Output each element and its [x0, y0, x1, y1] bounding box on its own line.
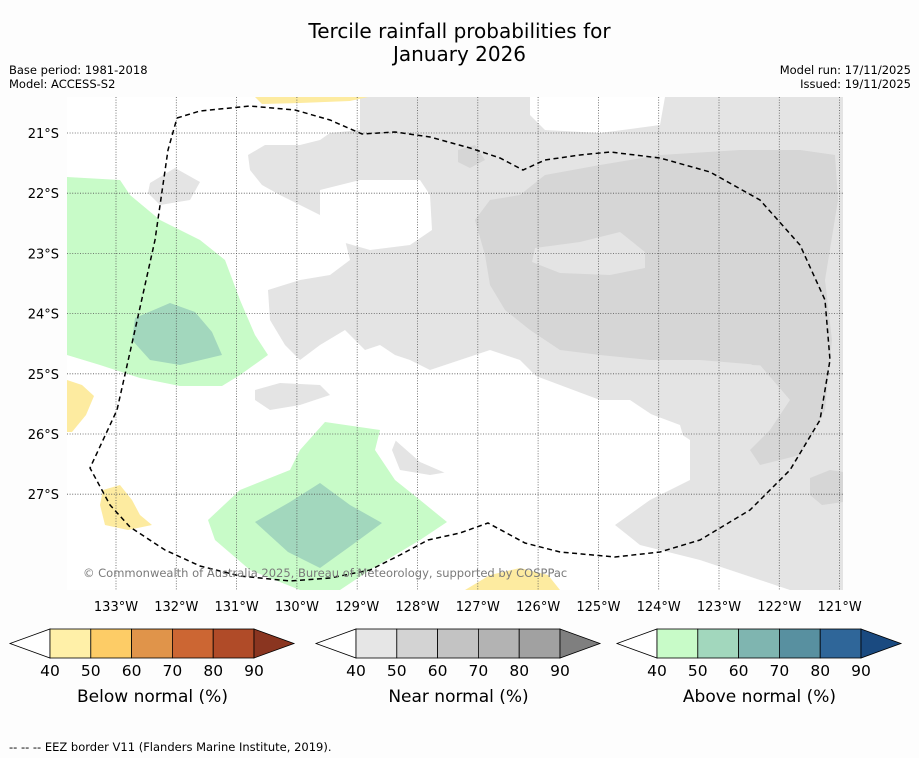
x-tick-label: 121°W: [818, 600, 862, 615]
colorbar-over-triangle: [860, 628, 903, 659]
colorbar-tick-label: 80: [203, 662, 223, 680]
colorbar-segment: [396, 628, 438, 659]
near-normal-40-inlay: [532, 232, 645, 275]
above-normal-40-region-west: [67, 177, 268, 386]
colorbar-below-normal: 40 50 60 70 80 90: [8, 628, 296, 680]
below-normal-40-patch-1: [255, 97, 368, 104]
colorbar-under-triangle: [314, 628, 357, 659]
colorbar-tick-label: 50: [81, 662, 101, 680]
y-tick-label: 24°S: [28, 308, 59, 323]
y-tick-label: 26°S: [28, 428, 59, 443]
x-tick-label: 129°W: [335, 600, 379, 615]
colorbar-tick-label: 40: [40, 662, 60, 680]
x-tick-label: 130°W: [275, 600, 319, 615]
near-normal-40-patch-2: [255, 383, 330, 410]
x-tick-label: 123°W: [697, 600, 741, 615]
below-normal-label: Below normal (%): [77, 687, 228, 707]
colorbar-segment: [738, 628, 780, 659]
colorbar-under-triangle: [615, 628, 658, 659]
colorbar-tick-label: 60: [122, 662, 142, 680]
colorbar-segment: [90, 628, 133, 659]
x-tick-label: 131°W: [215, 600, 259, 615]
colorbar-segment: [477, 628, 520, 659]
colorbar-tick-label: 70: [770, 662, 790, 680]
colorbar-segment: [697, 628, 739, 659]
colorbar-segment: [656, 628, 699, 659]
model-run: Model run: 17/11/2025: [779, 63, 911, 77]
gap-region-3: [385, 365, 690, 510]
below-normal-40-patch-4: [465, 568, 560, 590]
colorbar-tick-label: 40: [647, 662, 667, 680]
x-tick-label: 122°W: [757, 600, 801, 615]
colorbar-tick-label: 70: [469, 662, 489, 680]
x-axis-ticks: 133°W 132°W 131°W 130°W 129°W 128°W 127°W 126°W…: [94, 600, 862, 615]
below-normal-40-patch-3: [100, 485, 152, 530]
base-period: Base period: 1981-2018: [9, 63, 148, 77]
colorbar-segment: [437, 628, 479, 659]
y-tick-label: 27°S: [28, 488, 59, 503]
gap-region-1: [320, 180, 432, 250]
near-normal-50-patch-3: [745, 348, 788, 366]
colorbar-segment: [49, 628, 92, 659]
colorbar-tick-label: 60: [428, 662, 448, 680]
colorbar-tick-label: 90: [550, 662, 570, 680]
x-tick-label: 124°W: [637, 600, 681, 615]
y-tick-label: 21°S: [28, 127, 59, 142]
title-line-2: January 2026: [392, 42, 527, 66]
above-normal-50-region-south: [255, 483, 382, 568]
title-line-1: Tercile rainfall probabilities for: [308, 19, 611, 43]
x-tick-label: 125°W: [576, 600, 620, 615]
colorbar-tick-label: 70: [163, 662, 183, 680]
above-normal-50-region-west: [132, 303, 222, 365]
colorbar-segment: [355, 628, 398, 659]
near-normal-label: Near normal (%): [388, 687, 529, 707]
colorbar-tick-label: 90: [851, 662, 871, 680]
copyright-note: © Commonwealth of Australia 2025, Bureau…: [83, 566, 567, 580]
colorbar-tick-label: 50: [688, 662, 708, 680]
y-tick-label: 23°S: [28, 247, 59, 262]
model-name: Model: ACCESS-S2: [9, 77, 116, 91]
y-tick-label: 22°S: [28, 187, 59, 202]
above-normal-label: Above normal (%): [682, 687, 837, 707]
issued-date: Issued: 19/11/2025: [800, 77, 911, 91]
colorbar-segment: [819, 628, 862, 659]
y-axis-ticks: 21°S 22°S 23°S 24°S 25°S 26°S 27°S: [28, 127, 59, 503]
colorbar-segment: [131, 628, 173, 659]
near-normal-40-patch-4: [148, 168, 200, 205]
chart-title: Tercile rainfall probabilities for Janua…: [0, 20, 919, 66]
colorbar-over-triangle: [559, 628, 602, 659]
footer-note: -- -- -- EEZ border V11 (Flanders Marine…: [9, 740, 332, 754]
eez-border: [89, 105, 831, 582]
colorbar-tick-label: 80: [509, 662, 529, 680]
x-tick-label: 127°W: [456, 600, 500, 615]
colorbar-tick-label: 40: [346, 662, 366, 680]
colorbar-segment: [212, 628, 255, 659]
below-normal-40-patch-2: [67, 380, 94, 432]
colorbar-segment: [518, 628, 561, 659]
colorbar-tick-label: 60: [729, 662, 749, 680]
near-normal-50-patch-2: [810, 470, 843, 505]
y-tick-label: 25°S: [28, 368, 59, 383]
colorbar-segment: [171, 628, 214, 659]
gap-region-2: [530, 97, 665, 133]
gridlines: [67, 97, 843, 590]
map-area: © Commonwealth of Australia 2025, Bureau…: [67, 97, 843, 590]
colorbar-tick-label: 80: [810, 662, 830, 680]
colorbar-segment: [779, 628, 821, 659]
colorbar-near-normal: 40 50 60 70 80 90: [314, 628, 602, 680]
colorbar-over-triangle: [253, 628, 296, 659]
meta-left: Base period: 1981-2018 Model: ACCESS-S2: [9, 63, 148, 91]
colorbar-tick-label: 50: [387, 662, 407, 680]
x-tick-label: 132°W: [154, 600, 198, 615]
x-tick-label: 133°W: [94, 600, 138, 615]
colorbar-under-triangle: [8, 628, 51, 659]
meta-right: Model run: 17/11/2025 Issued: 19/11/2025: [780, 63, 911, 91]
colorbar-above-normal: 40 50 60 70 80 90: [615, 628, 903, 680]
x-tick-label: 128°W: [395, 600, 439, 615]
near-normal-50-region: [475, 150, 838, 465]
colorbar-tick-label: 90: [244, 662, 264, 680]
x-tick-label: 126°W: [516, 600, 560, 615]
